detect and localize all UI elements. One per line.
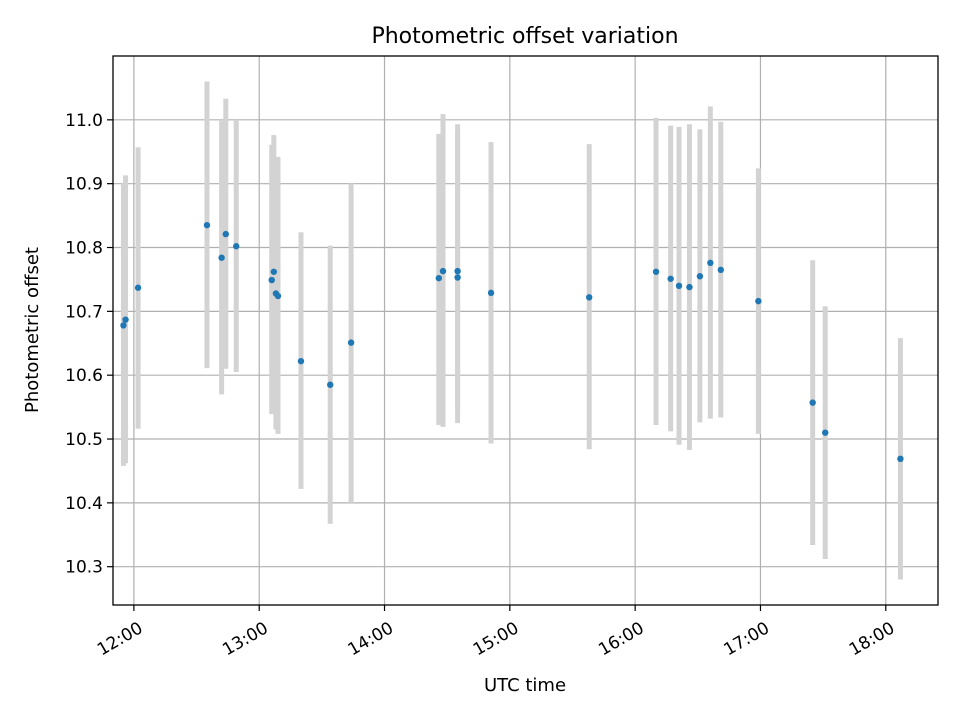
data-point [667,275,674,282]
x-tick-label: 16:00 [595,618,647,660]
data-point [586,294,593,301]
data-point [222,230,229,238]
y-tick-label: 10.6 [65,366,103,386]
data-point [134,284,142,291]
y-tick-label: 11.0 [65,111,103,131]
data-point [120,322,127,329]
data-point [717,266,724,274]
x-tick-label: 17:00 [721,618,773,660]
data-point [822,429,829,436]
data-point [454,267,461,275]
x-tick-label: 14:00 [345,618,397,660]
x-tick-label: 15:00 [470,618,522,660]
data-points [120,221,904,463]
data-point [439,267,447,275]
data-point [270,268,278,275]
data-point [274,292,282,300]
data-point [297,357,305,365]
chart-title: Photometric offset variation [371,24,678,49]
data-point [347,339,355,346]
plot-frame [112,55,939,606]
axis-ticks: 12:00 13:00 14:00 15:00 16:00 17:00 18:00 10.3 1… [65,111,898,660]
data-point [897,455,904,463]
data-point [435,274,443,282]
y-axis-label: Photometric offset [22,247,43,413]
data-point [203,221,211,229]
y-tick-label: 10.3 [65,558,103,578]
data-point [233,243,240,250]
y-tick-label: 10.7 [65,302,103,322]
data-point [652,268,660,275]
y-tick-label: 10.4 [65,494,103,514]
data-point [327,381,334,388]
data-point [696,273,704,280]
data-point [268,276,275,284]
x-tick-label: 12:00 [94,618,146,660]
data-point [218,254,225,261]
data-point [755,297,762,305]
y-tick-label: 10.9 [65,175,103,195]
data-point [487,289,495,297]
data-point [675,282,683,290]
x-tick-label: 18:00 [846,618,898,660]
y-tick-label: 10.5 [65,430,103,450]
x-tick-label: 13:00 [219,618,271,660]
data-point [686,283,693,291]
data-point [707,259,714,267]
data-point [122,316,129,323]
data-point [809,399,816,406]
error-bars [120,81,903,580]
y-tick-label: 10.8 [65,239,103,259]
x-axis-label: UTC time [484,675,566,696]
data-point [454,274,461,281]
